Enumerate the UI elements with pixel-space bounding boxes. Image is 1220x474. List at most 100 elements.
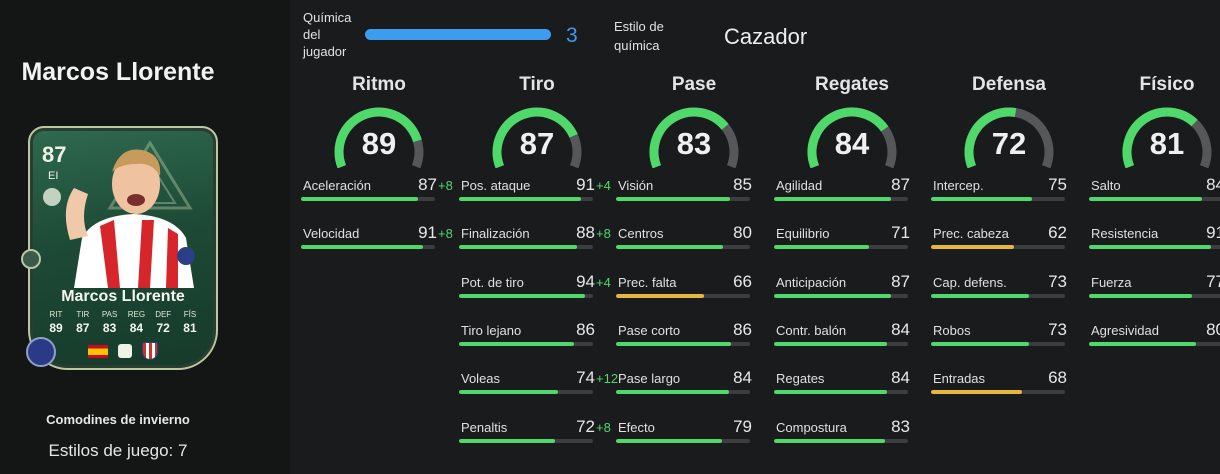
attribute-name: Finalización xyxy=(461,226,530,242)
attribute-name: Agresividad xyxy=(1091,322,1159,338)
attribute-bar-fill xyxy=(931,197,1032,201)
attribute-value: 88 xyxy=(576,223,595,243)
chem-style-value[interactable]: Cazador xyxy=(724,24,808,49)
attribute-bar xyxy=(931,197,1065,201)
card-flags xyxy=(30,342,216,360)
attribute-value: 84 xyxy=(891,368,910,388)
attribute-row[interactable]: Finalización 88 +8 xyxy=(459,223,615,270)
attribute-row[interactable]: Agresividad 80 xyxy=(1089,320,1220,367)
attribute-row[interactable]: Prec. falta 66 xyxy=(616,271,772,319)
attribute-row[interactable]: Efecto 79 xyxy=(616,416,772,464)
category-defensa: Defensa 72 Intercep. 75 Prec. cabeza 62 Cap. … xyxy=(931,74,1087,395)
attribute-row[interactable]: Compostura 83 xyxy=(774,416,930,464)
attribute-row[interactable]: Anticipación 87 xyxy=(774,272,930,319)
attribute-row[interactable]: Intercep. 75 xyxy=(931,175,1087,222)
attribute-row[interactable]: Aceleración 87 +8 xyxy=(301,175,457,222)
attribute-bar-fill xyxy=(774,438,886,443)
attribute-value: 84 xyxy=(891,319,910,339)
attribute-bar xyxy=(774,245,908,250)
playstyles-count[interactable]: Estilos de juego: 7 xyxy=(48,441,188,460)
attribute-row[interactable]: Entradas 68 xyxy=(931,368,1087,415)
chem-style-label: Estilo de química xyxy=(614,19,664,53)
attribute-name: Intercep. xyxy=(933,178,984,193)
attribute-name: Agilidad xyxy=(776,178,823,193)
player-card[interactable]: 87 EI Marcos Llorente RIT 89 TIR 87 PAS … xyxy=(28,126,218,370)
attribute-name: Penaltis xyxy=(461,419,508,435)
attribute-bar xyxy=(774,341,908,346)
attribute-boost: +8 xyxy=(438,226,453,242)
attribute-row[interactable]: Voleas 74 +12 xyxy=(459,368,618,415)
attribute-row[interactable]: Centros 80 xyxy=(616,223,772,270)
attribute-row[interactable]: Penaltis 72 +8 xyxy=(459,417,615,464)
attribute-bar-fill xyxy=(616,438,722,443)
gauge-arc xyxy=(807,107,897,168)
category-gauge: 81 xyxy=(1117,104,1217,168)
attribute-row[interactable]: Resistencia 91 xyxy=(1089,223,1220,270)
attribute-row[interactable]: Regates 84 xyxy=(774,368,930,415)
player-photo xyxy=(65,149,195,288)
attribute-name: Voleas xyxy=(461,371,501,387)
attribute-value: 73 xyxy=(1048,271,1067,291)
attribute-bar xyxy=(459,197,593,201)
attribute-name: Robos xyxy=(933,322,971,338)
attribute-bar xyxy=(616,293,750,298)
attribute-name: Anticipación xyxy=(776,274,847,290)
attribute-bar xyxy=(931,390,1065,395)
attribute-row[interactable]: Pot. de tiro 94 +4 xyxy=(459,272,615,319)
attribute-bar xyxy=(459,341,593,346)
card-stat-rit: RIT 89 xyxy=(44,310,68,335)
attribute-bar-fill xyxy=(774,197,891,201)
attribute-value: 91 xyxy=(418,223,437,243)
attribute-row[interactable]: Robos 73 xyxy=(931,320,1087,367)
attribute-row[interactable]: Pase corto 86 xyxy=(616,320,772,367)
attribute-row[interactable]: Visión 85 xyxy=(616,175,772,222)
attribute-value: 83 xyxy=(891,416,910,436)
category-title: Pase xyxy=(671,74,717,95)
attribute-value: 66 xyxy=(733,271,752,291)
attribute-row[interactable]: Pos. ataque 91 +4 xyxy=(459,175,615,222)
attribute-row[interactable]: Pase largo 84 xyxy=(616,368,772,415)
attribute-row[interactable]: Tiro lejano 86 xyxy=(459,320,615,367)
attribute-name: Tiro lejano xyxy=(461,322,522,338)
attribute-bar-fill xyxy=(616,390,729,395)
attribute-name: Pos. ataque xyxy=(461,178,531,193)
attribute-row[interactable]: Velocidad 91 +8 xyxy=(301,223,457,270)
attribute-bar-fill xyxy=(931,341,1029,346)
card-stat-tir: TIR 87 xyxy=(71,310,95,335)
attribute-name: Equilibrio xyxy=(776,226,830,242)
attribute-row[interactable]: Cap. defens. 73 xyxy=(931,271,1087,319)
attribute-name: Contr. balón xyxy=(776,322,847,338)
attribute-bar-fill xyxy=(774,245,870,250)
category-rating: 87 xyxy=(519,126,555,161)
category-rating: 83 xyxy=(676,126,712,161)
card-stat-fis: FÍS 81 xyxy=(178,310,202,335)
attribute-row[interactable]: Prec. cabeza 62 xyxy=(931,223,1087,270)
category-gauge: 84 xyxy=(802,104,902,168)
category-pase: Pase 83 Visión 85 Centros 80 Prec. falta 66 Pas… xyxy=(616,74,772,443)
card-stats: RIT 89 TIR 87 PAS 83 REG 84 DEF 72 FÍS 8… xyxy=(44,310,202,335)
attribute-value: 79 xyxy=(733,416,752,436)
attribute-value: 71 xyxy=(891,223,910,243)
spain-flag-icon xyxy=(88,344,108,358)
attribute-value: 68 xyxy=(1048,368,1067,388)
card-position: EI xyxy=(48,170,59,182)
attribute-boost: +4 xyxy=(596,274,611,290)
attribute-row[interactable]: Equilibrio 71 xyxy=(774,223,930,270)
card-stat-value: 84 xyxy=(129,321,144,335)
attribute-bar-fill xyxy=(616,245,724,250)
promo-name: Comodines de invierno xyxy=(46,412,190,427)
card-stat-value: 89 xyxy=(49,321,63,335)
playstyle-plus-icon[interactable] xyxy=(26,337,56,367)
attribute-bar xyxy=(774,390,908,395)
attribute-row[interactable]: Agilidad 87 xyxy=(774,175,930,222)
category-rating: 89 xyxy=(361,126,397,161)
attribute-bar-fill xyxy=(459,245,577,250)
card-stat-label: REG xyxy=(127,310,146,319)
attribute-row[interactable]: Fuerza 77 xyxy=(1089,272,1220,319)
attribute-row[interactable]: Contr. balón 84 xyxy=(774,319,930,367)
attribute-bar-fill xyxy=(301,197,418,201)
category-title: Defensa xyxy=(972,74,1046,95)
attribute-bar xyxy=(616,390,750,395)
gauge-arc xyxy=(964,107,1054,168)
attribute-row[interactable]: Salto 84 xyxy=(1089,175,1220,222)
